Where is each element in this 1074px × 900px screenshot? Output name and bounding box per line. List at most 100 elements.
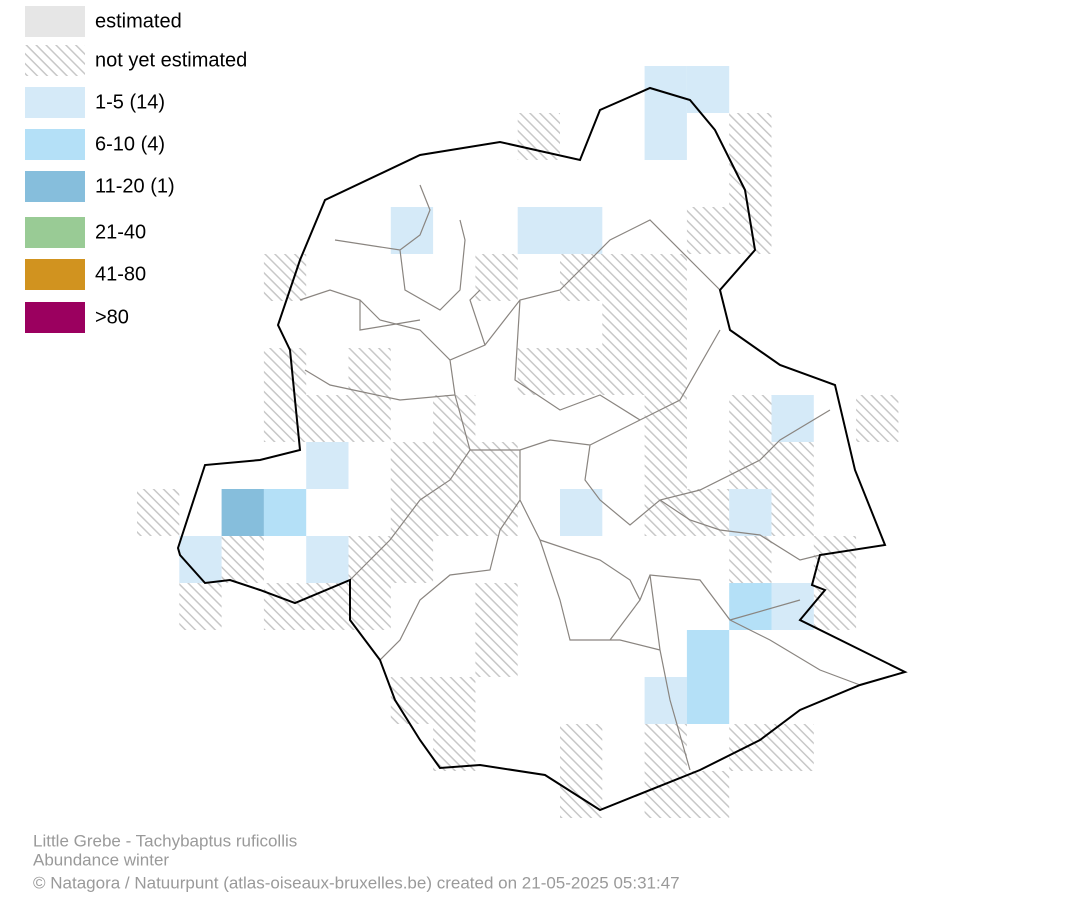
- grid-cell: [560, 724, 603, 771]
- grid-cell: [813, 536, 857, 583]
- grid-cell: [729, 724, 772, 771]
- grid-cell: [517, 207, 560, 254]
- caption-species: Little Grebe - Tachybaptus ruficollis: [33, 831, 297, 850]
- grid-cell: [475, 489, 518, 536]
- grid-cell: [263, 348, 307, 395]
- legend-label: >80: [95, 306, 129, 328]
- grid-cell: [263, 583, 307, 630]
- grid-cell: [306, 536, 349, 583]
- legend-label: not yet estimated: [95, 49, 247, 71]
- grid-cell: [560, 771, 603, 818]
- legend-swatch: [25, 302, 85, 333]
- grid-cell: [729, 395, 772, 442]
- grid-cell: [348, 348, 391, 395]
- grid-cell: [686, 207, 730, 254]
- grid-cell: [263, 489, 307, 536]
- grid-cell: [560, 348, 603, 395]
- grid-cell: [644, 66, 687, 113]
- grid-cell: [686, 677, 730, 724]
- grid-cell: [771, 489, 814, 536]
- grid-cell: [221, 489, 264, 536]
- grid-cell: [179, 583, 222, 630]
- grid-cell: [602, 348, 645, 395]
- grid-cell: [729, 536, 772, 583]
- grid-cell: [475, 254, 518, 301]
- grid-cell: [644, 489, 687, 536]
- municipality-borders: [299, 184, 861, 771]
- grid-cell: [433, 442, 476, 489]
- region-border: [176, 86, 908, 812]
- grid-cell: [644, 442, 687, 489]
- grid-cell: [729, 113, 772, 160]
- grid-cell: [475, 442, 518, 489]
- legend-swatch: [25, 171, 85, 202]
- grid-cell: [644, 677, 687, 724]
- grid-cell: [644, 348, 687, 395]
- legend-label: 6-10 (4): [95, 133, 165, 155]
- legend-label: 11-20 (1): [95, 175, 175, 197]
- legend-swatch: [25, 6, 85, 37]
- grid-cell: [644, 113, 687, 160]
- legend: estimated not yet estimated 1-5 (14) 6-10 (…: [25, 6, 247, 333]
- grid-cell: [306, 395, 349, 442]
- grid-cell: [729, 583, 772, 630]
- legend-label: 1-5 (14): [95, 91, 165, 113]
- grid-cell: [729, 207, 772, 254]
- grid-cells: [137, 66, 899, 818]
- grid-cell: [433, 395, 476, 442]
- grid-cell: [348, 583, 391, 630]
- region-outline: [176, 86, 908, 812]
- grid-cell: [433, 724, 476, 771]
- grid-cell: [602, 301, 645, 348]
- grid-cell: [560, 207, 603, 254]
- grid-cell: [517, 348, 560, 395]
- grid-cell: [390, 489, 434, 536]
- legend-label: 21-40: [95, 221, 146, 243]
- grid-cell: [348, 395, 391, 442]
- legend-label: estimated: [95, 10, 182, 32]
- grid-cell: [390, 677, 434, 724]
- grid-cell: [602, 254, 645, 301]
- grid-cell: [686, 489, 730, 536]
- grid-cell: [306, 442, 349, 489]
- grid-cell: [390, 207, 434, 254]
- legend-swatch: [25, 217, 85, 248]
- grid-cell: [475, 583, 518, 630]
- grid-cell: [686, 630, 730, 677]
- grid-cell: [433, 489, 476, 536]
- grid-cell: [771, 724, 814, 771]
- caption-subtitle: Abundance winter: [33, 850, 169, 869]
- grid-cell: [644, 395, 687, 442]
- grid-cell: [221, 536, 264, 583]
- grid-cell: [644, 254, 687, 301]
- legend-swatch: [25, 87, 85, 118]
- grid-cell: [729, 442, 772, 489]
- grid-cell: [644, 301, 687, 348]
- grid-cell: [517, 113, 560, 160]
- grid-cell: [263, 395, 307, 442]
- grid-cell: [306, 583, 349, 630]
- grid-cell: [475, 630, 518, 677]
- legend-swatch: [25, 259, 85, 290]
- grid-cell: [686, 66, 730, 113]
- grid-cell: [771, 395, 814, 442]
- legend-swatch: [25, 45, 85, 76]
- grid-cell: [433, 677, 476, 724]
- grid-cell: [771, 442, 814, 489]
- grid-cell: [729, 489, 772, 536]
- grid-cell: [729, 160, 772, 207]
- legend-label: 41-80: [95, 263, 146, 285]
- grid-cell: [560, 254, 603, 301]
- grid-cell: [390, 536, 434, 583]
- grid-cell: [856, 395, 899, 442]
- grid-cell: [686, 771, 730, 818]
- grid-cell: [560, 489, 603, 536]
- grid-cell: [644, 724, 687, 771]
- grid-cell: [390, 442, 434, 489]
- grid-cell: [137, 489, 180, 536]
- caption-credit: © Natagora / Natuurpunt (atlas-oiseaux-b…: [33, 873, 680, 892]
- grid-cell: [813, 583, 857, 630]
- legend-swatch: [25, 129, 85, 160]
